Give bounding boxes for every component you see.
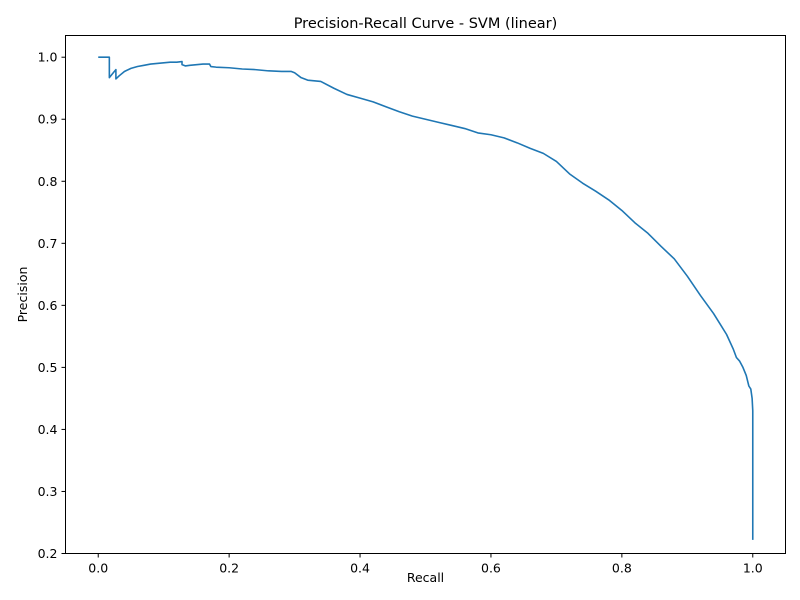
y-axis: 0.2 0.3 0.4 0.5 0.6 0.7 0.8 0.9 1.0 <box>38 50 66 561</box>
x-tick-label: 1.0 <box>743 561 763 576</box>
y-tick-label: 0.6 <box>38 298 58 313</box>
plot-area <box>98 56 754 540</box>
axes-frame <box>65 35 786 554</box>
y-tick-label: 0.8 <box>38 174 58 189</box>
x-tick-label: 0.8 <box>612 561 632 576</box>
x-tick-label: 0.4 <box>350 561 370 576</box>
x-axis-label: Recall <box>407 570 444 585</box>
x-tick-label: 0.0 <box>88 561 108 576</box>
y-tick-label: 0.3 <box>38 484 58 499</box>
y-tick-label: 1.0 <box>38 50 58 65</box>
y-tick-label: 0.9 <box>38 112 58 127</box>
x-tick-label: 0.6 <box>481 561 501 576</box>
y-tick-label: 0.4 <box>38 422 58 437</box>
y-tick-label: 0.7 <box>38 236 58 251</box>
chart-title: Precision-Recall Curve - SVM (linear) <box>294 16 558 32</box>
y-tick-label: 0.5 <box>38 360 58 375</box>
pr-curve-line <box>98 56 754 540</box>
y-axis-label: Precision <box>15 267 30 323</box>
x-axis: 0.0 0.2 0.4 0.6 0.8 1.0 <box>88 553 763 576</box>
x-tick-label: 0.2 <box>219 561 239 576</box>
y-tick-label: 0.2 <box>38 546 58 561</box>
